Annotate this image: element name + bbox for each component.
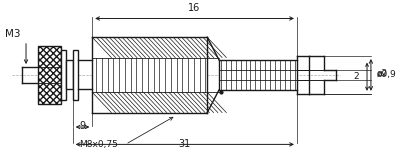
Bar <box>38 46 61 104</box>
Bar <box>219 70 297 80</box>
Text: 9: 9 <box>80 121 86 131</box>
Text: ø2: ø2 <box>377 69 388 78</box>
Text: M8x0,75: M8x0,75 <box>79 140 118 149</box>
Text: 2: 2 <box>354 72 359 81</box>
Bar <box>73 50 78 100</box>
Bar <box>92 58 207 92</box>
Text: 16: 16 <box>188 3 201 13</box>
Bar <box>61 50 66 100</box>
Text: 31: 31 <box>179 139 191 149</box>
Text: M3: M3 <box>4 29 20 39</box>
Text: ø9,9: ø9,9 <box>377 70 396 79</box>
Bar <box>66 60 73 89</box>
